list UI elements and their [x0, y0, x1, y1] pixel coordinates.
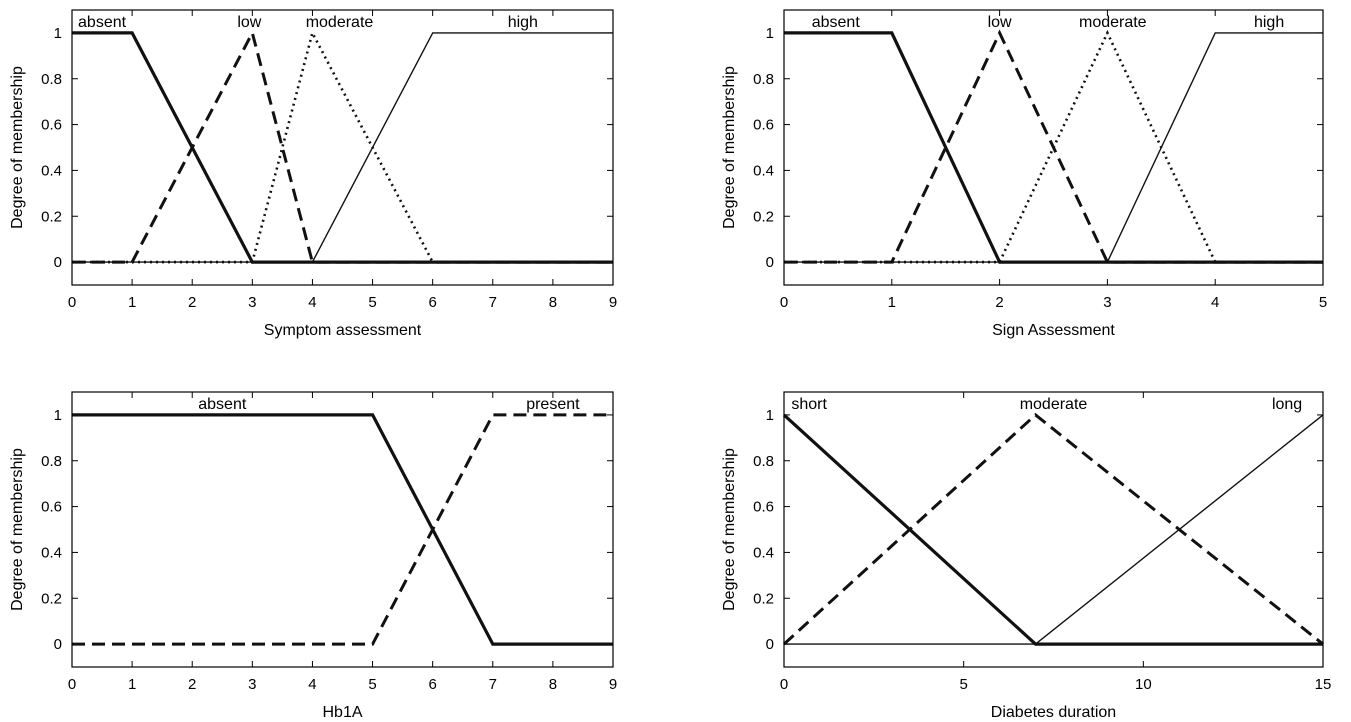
series-line-high	[784, 32, 1323, 263]
axes-frame	[71, 9, 614, 286]
x-tick-label: 7	[489, 676, 497, 693]
y-axis-label: Degree of membership	[721, 448, 738, 611]
y-tick-label: 0.2	[41, 208, 62, 225]
y-tick-label: 0.6	[753, 499, 774, 516]
series-line-absent	[72, 31, 613, 264]
x-axis-label: Diabetes duration	[991, 704, 1116, 721]
series-line-absent	[72, 413, 613, 646]
series-line-moderate	[72, 29, 613, 264]
y-tick-label: 1	[766, 25, 774, 42]
x-tick-label: 3	[1103, 294, 1111, 311]
series-line-moderate	[784, 29, 1323, 264]
x-tick-label: 8	[549, 676, 557, 693]
series-line-high	[72, 32, 613, 263]
y-tick-label: 0.8	[753, 453, 774, 470]
x-tick-label: 4	[1211, 294, 1219, 311]
x-tick-label: 1	[128, 676, 136, 693]
y-tick-label: 0.8	[753, 71, 774, 88]
x-tick-label: 1	[128, 294, 136, 311]
set-label-moderate: moderate	[1020, 396, 1088, 413]
x-tick-label: 0	[780, 676, 788, 693]
set-label-present: present	[526, 396, 580, 413]
x-tick-label: 0	[68, 676, 76, 693]
set-label-short: short	[791, 396, 827, 413]
series-line-long	[784, 414, 1324, 645]
x-tick-label: 6	[428, 294, 436, 311]
set-label-moderate: moderate	[306, 14, 374, 31]
x-tick-label: 3	[248, 676, 256, 693]
x-tick-label: 3	[248, 294, 256, 311]
set-label-low: low	[988, 14, 1012, 31]
set-label-high: high	[508, 14, 538, 31]
y-tick-label: 0	[766, 636, 774, 653]
x-tick-label: 5	[1319, 294, 1327, 311]
y-tick-label: 0	[766, 254, 774, 271]
y-tick-label: 0	[54, 254, 62, 271]
y-tick-label: 0.4	[753, 544, 774, 561]
set-label-low: low	[237, 14, 261, 31]
y-axis-label: Degree of membership	[721, 66, 738, 229]
y-tick-label: 1	[766, 407, 774, 424]
y-tick-label: 0.6	[753, 117, 774, 134]
series-line-low	[72, 28, 613, 264]
set-label-absent: absent	[198, 396, 247, 413]
x-tick-label: 0	[68, 294, 76, 311]
x-tick-label: 5	[368, 676, 376, 693]
x-tick-label: 5	[959, 676, 967, 693]
y-tick-label: 0.4	[753, 162, 774, 179]
x-tick-label: 15	[1315, 676, 1332, 693]
x-tick-label: 9	[609, 676, 617, 693]
x-tick-label: 4	[308, 294, 316, 311]
x-tick-label: 6	[428, 676, 436, 693]
set-label-high: high	[1254, 14, 1284, 31]
y-tick-label: 0.4	[41, 544, 62, 561]
x-axis-label: Hb1A	[322, 704, 362, 721]
set-label-absent: absent	[812, 14, 861, 31]
y-axis-label: Degree of membership	[9, 448, 26, 611]
x-axis-label: Symptom assessment	[264, 322, 422, 339]
y-tick-label: 0.2	[753, 590, 774, 607]
x-tick-label: 7	[489, 294, 497, 311]
set-label-absent: absent	[78, 14, 127, 31]
set-label-long: long	[1272, 396, 1302, 413]
x-tick-label: 2	[188, 676, 196, 693]
y-tick-label: 0.2	[753, 208, 774, 225]
y-tick-label: 0.8	[41, 453, 62, 470]
x-tick-label: 10	[1135, 676, 1152, 693]
y-axis-label: Degree of membership	[9, 66, 26, 229]
y-tick-label: 0.4	[41, 162, 62, 179]
x-tick-label: 0	[780, 294, 788, 311]
y-tick-label: 1	[54, 407, 62, 424]
y-tick-label: 0.6	[41, 499, 62, 516]
y-tick-label: 0.8	[41, 71, 62, 88]
x-tick-label: 5	[368, 294, 376, 311]
x-tick-label: 2	[188, 294, 196, 311]
y-tick-label: 1	[54, 25, 62, 42]
x-axis-label: Sign Assessment	[992, 322, 1115, 339]
x-tick-label: 2	[995, 294, 1003, 311]
chart-panel-1: 0 0.2 0.4 0.6 0.8 1 0 1 2 3 4 5 6 7 8 9 absent low moderat…	[9, 9, 617, 339]
axes-frame	[783, 391, 1324, 668]
set-label-moderate: moderate	[1079, 14, 1147, 31]
chart-panel-2: 0 0.2 0.4 0.6 0.8 1 0 1 2 3 4 5 absent low moderate hig…	[721, 9, 1327, 339]
x-tick-label: 9	[609, 294, 617, 311]
axes-frame	[71, 391, 614, 668]
series-line-moderate	[782, 412, 1324, 646]
series-line-present	[72, 413, 613, 646]
y-tick-label: 0	[54, 636, 62, 653]
x-tick-label: 1	[888, 294, 896, 311]
x-tick-label: 4	[308, 676, 316, 693]
axes-frame	[783, 9, 1324, 286]
chart-panel-3: 0 0.2 0.4 0.6 0.8 1 0 1 2 3 4 5 6 7 8 9 absent present Hb1…	[9, 391, 617, 721]
y-tick-label: 0.6	[41, 117, 62, 134]
series-line-short	[782, 413, 1323, 646]
x-tick-label: 8	[549, 294, 557, 311]
y-tick-label: 0.2	[41, 590, 62, 607]
